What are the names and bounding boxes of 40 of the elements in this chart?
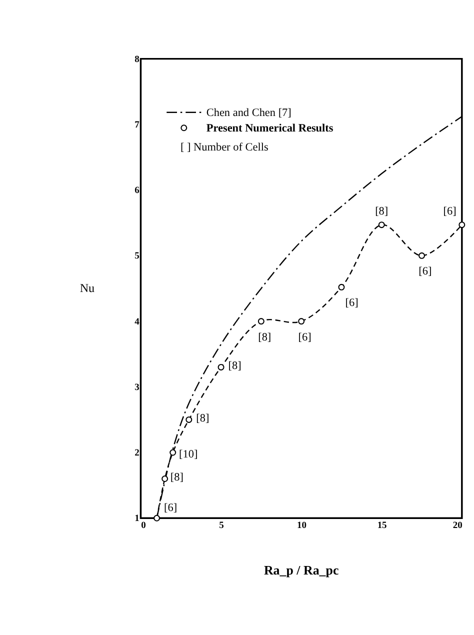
point [458, 222, 466, 228]
annotation: [ ] Number of Cells [180, 141, 268, 154]
y-tick-label: 7 [134, 120, 140, 130]
x-tick-label: 0 [141, 521, 146, 532]
annotation: [8] [196, 412, 210, 424]
point [298, 318, 305, 325]
y-tick-label: 1 [134, 514, 140, 524]
annotation: [6] [418, 266, 432, 278]
y-tick-label: 3 [134, 382, 140, 393]
point [218, 364, 224, 370]
x-tick-label: 15 [377, 521, 388, 532]
annotation: [10] [179, 448, 198, 461]
annotation: [8] [258, 331, 272, 344]
x-tick-label: 10 [297, 521, 307, 532]
point [338, 284, 345, 290]
point [170, 449, 176, 456]
y-tick-label: 4 [134, 317, 140, 328]
x-axis-title: Ra_p / Ra_pc [264, 562, 339, 578]
point [418, 252, 426, 259]
point [154, 514, 160, 522]
y-tick-label: 6 [134, 186, 140, 196]
annotation: [8] [375, 205, 388, 218]
x-tick-label: 5 [219, 521, 224, 532]
point [186, 416, 192, 423]
point [378, 222, 385, 228]
annotation: [6] [298, 331, 312, 344]
annotation: [6] [345, 297, 358, 310]
point [162, 476, 168, 482]
y-tick-label: 5 [134, 252, 140, 262]
annotation: [8] [170, 471, 184, 484]
legend-label: Present Numerical Results [206, 122, 334, 134]
legend-label: Chen and Chen [7] [206, 106, 292, 119]
y-axis-title: Nu [80, 280, 95, 295]
x-tick-label: 20 [452, 521, 463, 532]
y-tick-label: 8 [134, 54, 140, 65]
annotation: [6] [164, 502, 178, 514]
annotation: [6] [443, 205, 456, 218]
point [258, 318, 264, 325]
y-tick-label: 2 [134, 448, 140, 459]
annotation: [8] [228, 360, 242, 372]
